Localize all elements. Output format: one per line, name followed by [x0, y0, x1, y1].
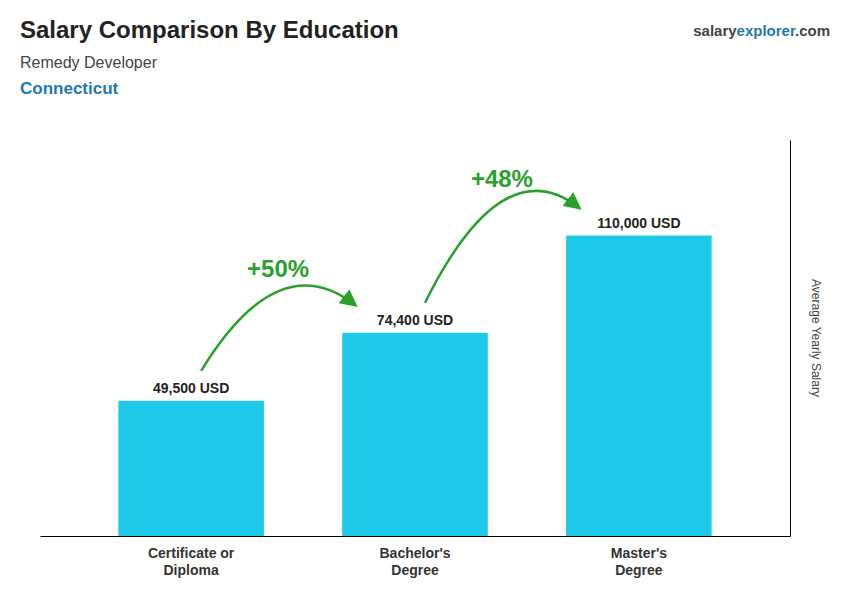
data-label: 110,000 USD [597, 215, 680, 231]
chart: Salary Comparison By Education Remedy Dev… [0, 0, 850, 606]
x-tick-label-line: Certificate or [148, 545, 235, 561]
source-part: explorer [737, 22, 796, 39]
x-tick: Bachelor'sDegree [379, 536, 450, 578]
x-tick-label: Master'sDegree [611, 545, 667, 578]
subtitle: Connecticut [20, 79, 119, 98]
bar [342, 333, 488, 536]
source-part: .com [795, 22, 830, 39]
bar [566, 236, 712, 536]
x-tick-label-line: Master's [611, 545, 667, 561]
y-axis [790, 141, 791, 537]
data-labels: 49,500 USD 74,400 USD 110,000 USD [153, 215, 681, 396]
growth-label: +48% [471, 165, 533, 192]
bar [118, 401, 264, 536]
x-axis: Certificate orDiplomaBachelor'sDegreeMas… [41, 536, 791, 578]
x-tick: Certificate orDiploma [148, 536, 235, 578]
data-label: 74,400 USD [377, 312, 453, 328]
x-tick-label-line: Diploma [164, 562, 219, 578]
growth-arrow [425, 191, 579, 303]
growth-label: +50% [247, 255, 309, 282]
bars [118, 236, 711, 536]
data-label: 49,500 USD [153, 380, 229, 396]
annotations: +50% +48% [201, 165, 579, 370]
x-axis-line [41, 536, 791, 537]
y-axis-line [790, 141, 791, 537]
source: salaryexplorer.com [693, 22, 830, 39]
x-tick-label: Bachelor'sDegree [379, 545, 450, 578]
subtitle: Remedy Developer [20, 54, 158, 71]
growth-arrow [201, 285, 355, 370]
source-part: salary [693, 22, 737, 39]
x-tick-label-line: Degree [391, 562, 439, 578]
title: Salary Comparison By Education [20, 16, 399, 43]
y-axis-title: Average Yearly Salary [809, 279, 823, 397]
x-tick-label-line: Degree [615, 562, 663, 578]
plot: Certificate orDiplomaBachelor'sDegreeMas… [41, 141, 791, 578]
x-tick-label-line: Bachelor's [379, 545, 450, 561]
x-tick: Master'sDegree [611, 536, 667, 578]
x-tick-label: Certificate orDiploma [148, 545, 235, 578]
